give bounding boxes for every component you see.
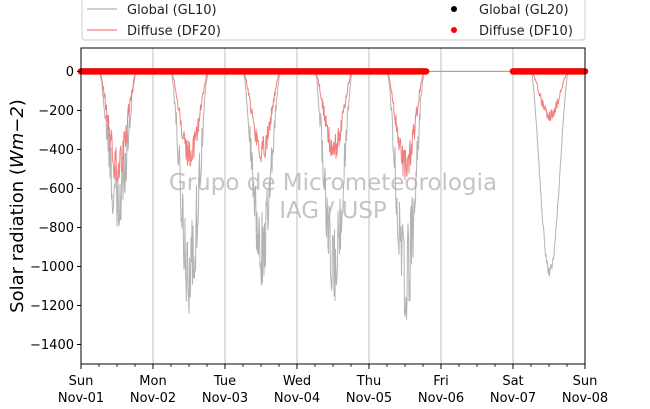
- x-tick-label-day: Mon: [139, 374, 166, 389]
- x-gridlines: [152, 48, 514, 364]
- x-tick-label-day: Fri: [433, 374, 449, 389]
- y-tick-label: −1000: [30, 260, 74, 275]
- y-tick-label: −1200: [30, 299, 74, 314]
- marker-point-diffuse-df10: [422, 68, 430, 75]
- y-axis: 0 −200 −400 −600 −800 −1000 −1200 −1400: [30, 65, 81, 353]
- legend-label-global-gl20: Global (GL20): [479, 3, 569, 18]
- legend-label-global-gl10: Global (GL10): [127, 3, 217, 18]
- y-axis-label: Solar radiation (Wm−2): [7, 99, 28, 313]
- y-tick-label: −1400: [30, 338, 74, 353]
- legend-label-diffuse-df20: Diffuse (DF20): [127, 24, 221, 39]
- series-markers: [77, 68, 589, 75]
- series-line-diffuse-df20: [81, 70, 585, 182]
- x-tick-label-day: Sun: [69, 374, 94, 389]
- x-tick-label-date: Nov-08: [562, 391, 608, 406]
- x-tick-label-day: Sat: [502, 374, 523, 389]
- x-tick-label-day: Thu: [356, 374, 381, 389]
- x-tick-label-day: Sun: [573, 374, 598, 389]
- y-tick-label: −400: [38, 143, 74, 158]
- legend: Global (GL10) Diffuse (DF20) Global (GL2…: [81, 0, 586, 41]
- y-tick-label: 0: [66, 65, 74, 80]
- x-tick-label-day: Wed: [283, 374, 311, 389]
- x-tick-label-date: Nov-01: [58, 391, 104, 406]
- legend-swatch-global-gl20: [451, 6, 457, 12]
- x-tick-label-date: Nov-04: [274, 391, 320, 406]
- x-tick-label-date: Nov-07: [490, 391, 536, 406]
- x-tick-label-date: Nov-06: [418, 391, 464, 406]
- legend-label-diffuse-df10: Diffuse (DF10): [479, 24, 573, 39]
- watermark-line-1: Grupo de Micrometeorologia: [169, 170, 497, 196]
- y-tick-label: −800: [38, 221, 74, 236]
- x-axis: Sun Nov-01 Mon Nov-02 Tue Nov-03 Wed Nov-04 Thu N…: [58, 364, 608, 406]
- y-tick-label: −200: [38, 104, 74, 119]
- watermark-line-2: IAG / USP: [279, 198, 387, 224]
- x-tick-label-date: Nov-05: [346, 391, 392, 406]
- x-tick-label-date: Nov-03: [202, 391, 248, 406]
- legend-swatch-diffuse-df10: [451, 27, 457, 33]
- x-tick-label-date: Nov-02: [130, 391, 176, 406]
- y-tick-label: −600: [38, 182, 74, 197]
- x-tick-label-day: Tue: [213, 374, 236, 389]
- watermark: Grupo de Micrometeorologia IAG / USP: [169, 170, 497, 224]
